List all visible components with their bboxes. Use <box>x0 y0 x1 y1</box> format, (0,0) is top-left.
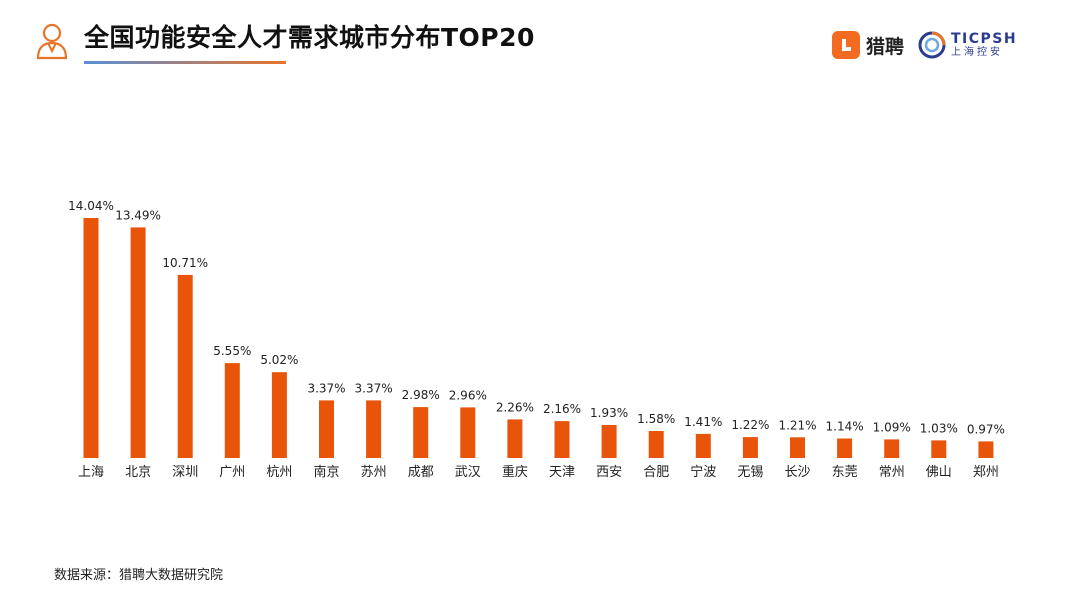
x-tick-label-常州: 常州 <box>879 465 905 480</box>
x-tick-label-郑州: 郑州 <box>973 465 999 480</box>
bar-合肥 <box>648 431 664 458</box>
bar-长沙 <box>790 437 805 458</box>
data-label-宁波: 1.41% <box>684 415 722 429</box>
bar-广州 <box>224 363 240 458</box>
bar-深圳 <box>177 274 193 458</box>
bar-苏州 <box>366 400 382 458</box>
bar-宁波 <box>695 433 711 458</box>
data-source-note: 数据来源：猎聘大数据研究院 <box>54 568 224 583</box>
liepin-logo-text: 猎聘 <box>866 35 905 58</box>
ticpsh-logo-name: TICPSH <box>951 31 1018 47</box>
liepin-logo-icon <box>832 31 860 59</box>
bar-郑州 <box>978 441 994 458</box>
bar-北京 <box>130 227 146 458</box>
x-tick-label-成都: 成都 <box>408 465 434 480</box>
x-tick-label-北京: 北京 <box>125 465 151 480</box>
person-icon <box>36 23 68 60</box>
bar-东莞 <box>837 438 853 458</box>
data-label-深圳: 10.71% <box>162 256 208 270</box>
x-tick-label-重庆: 重庆 <box>502 464 528 480</box>
data-label-武汉: 2.96% <box>449 388 487 402</box>
bar-重庆 <box>507 419 523 458</box>
data-label-常州: 1.09% <box>873 420 911 434</box>
data-label-重庆: 2.26% <box>496 400 534 414</box>
x-tick-label-西安: 西安 <box>596 465 622 480</box>
bar-武汉 <box>460 407 476 458</box>
x-tick-label-宁波: 宁波 <box>690 464 716 480</box>
bar-南京 <box>319 400 334 458</box>
x-tick-label-合肥: 合肥 <box>643 465 669 480</box>
x-tick-label-长沙: 长沙 <box>784 465 810 480</box>
data-label-南京: 3.37% <box>307 381 345 395</box>
data-label-西安: 1.93% <box>590 406 628 420</box>
liepin-logo: 猎聘 <box>832 31 904 59</box>
bar-无锡 <box>742 437 758 458</box>
data-label-长沙: 1.21% <box>778 418 816 432</box>
x-tick-label-佛山: 佛山 <box>926 465 952 480</box>
data-label-郑州: 0.97% <box>967 422 1005 436</box>
data-label-合肥: 1.58% <box>637 412 675 426</box>
x-tick-label-南京: 南京 <box>313 464 339 480</box>
data-label-广州: 5.55% <box>213 344 251 358</box>
x-tick-label-武汉: 武汉 <box>455 465 481 480</box>
title-underline <box>84 61 286 64</box>
bar-杭州 <box>271 372 287 458</box>
ticpsh-logo: TICPSH 上海控安 <box>918 31 1017 59</box>
bar-天津 <box>554 421 570 458</box>
x-tick-label-杭州: 杭州 <box>266 465 292 480</box>
data-label-天津: 2.16% <box>543 402 581 416</box>
data-label-佛山: 1.03% <box>920 421 958 435</box>
data-label-无锡: 1.22% <box>731 418 769 432</box>
x-tick-label-天津: 天津 <box>549 465 575 480</box>
bar-常州 <box>884 439 900 458</box>
ticpsh-logo-sub: 上海控安 <box>951 47 1003 58</box>
data-label-苏州: 3.37% <box>355 381 393 395</box>
bar-成都 <box>413 407 429 458</box>
page-title: 全国功能安全人才需求城市分布TOP20 <box>84 23 535 52</box>
bar-佛山 <box>931 440 947 458</box>
data-label-上海: 14.04% <box>68 199 114 213</box>
x-tick-label-广州: 广州 <box>219 465 245 480</box>
data-label-东莞: 1.14% <box>826 420 864 434</box>
data-label-成都: 2.98% <box>402 388 440 402</box>
x-tick-label-上海: 上海 <box>78 465 104 480</box>
bar-上海 <box>83 218 99 458</box>
ticpsh-logo-icon <box>918 31 946 59</box>
bar-西安 <box>601 425 617 458</box>
x-tick-label-深圳: 深圳 <box>172 465 198 480</box>
data-label-杭州: 5.02% <box>260 353 298 367</box>
data-label-北京: 13.49% <box>115 208 161 222</box>
x-tick-label-苏州: 苏州 <box>361 464 387 480</box>
x-tick-label-无锡: 无锡 <box>737 465 763 480</box>
x-tick-label-东莞: 东莞 <box>832 465 858 480</box>
